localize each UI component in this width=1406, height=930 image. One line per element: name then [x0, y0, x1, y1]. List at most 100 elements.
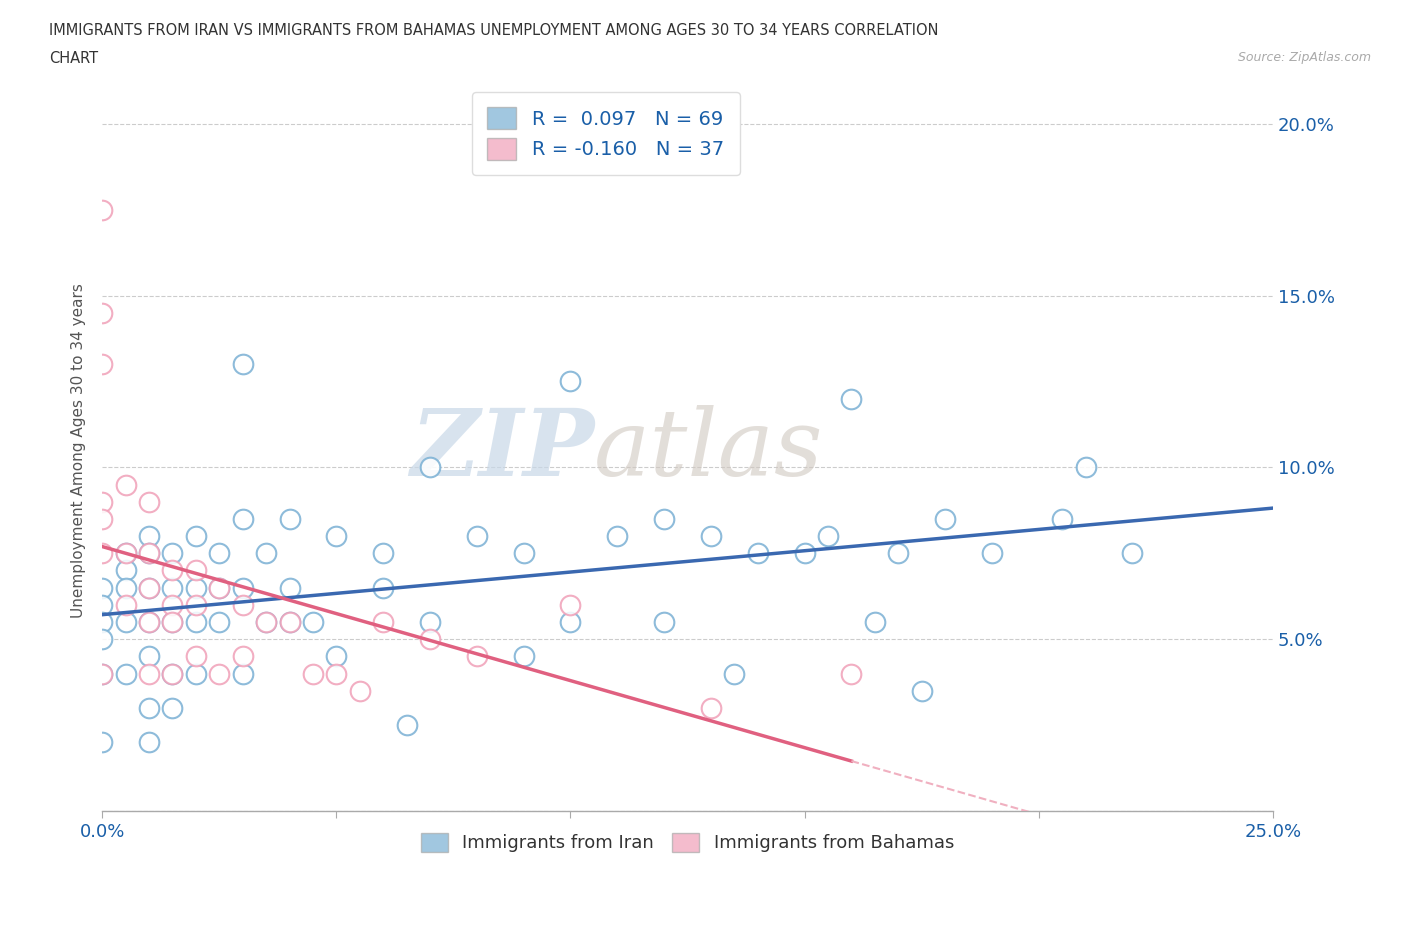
Legend: Immigrants from Iran, Immigrants from Bahamas: Immigrants from Iran, Immigrants from Ba… — [413, 826, 962, 859]
Point — [208, 546, 231, 561]
Point — [162, 666, 184, 681]
Point — [114, 666, 136, 681]
Point — [138, 700, 160, 715]
Point — [138, 528, 160, 543]
Point — [162, 597, 184, 612]
Point — [162, 666, 184, 681]
Point — [138, 580, 160, 595]
Point — [232, 666, 254, 681]
Point — [723, 666, 745, 681]
Point — [162, 615, 184, 630]
Point — [419, 460, 441, 475]
Point — [560, 374, 582, 389]
Point — [91, 666, 114, 681]
Point — [325, 666, 347, 681]
Point — [325, 649, 347, 664]
Point — [254, 546, 277, 561]
Point — [747, 546, 769, 561]
Text: CHART: CHART — [49, 51, 98, 66]
Point — [232, 649, 254, 664]
Point — [138, 615, 160, 630]
Point — [91, 202, 114, 217]
Point — [91, 305, 114, 320]
Point — [841, 392, 863, 406]
Point — [465, 649, 488, 664]
Point — [184, 666, 207, 681]
Point — [395, 718, 418, 733]
Point — [114, 615, 136, 630]
Point — [91, 666, 114, 681]
Point — [512, 546, 534, 561]
Y-axis label: Unemployment Among Ages 30 to 34 years: Unemployment Among Ages 30 to 34 years — [72, 283, 86, 618]
Point — [1121, 546, 1143, 561]
Point — [560, 615, 582, 630]
Point — [91, 494, 114, 509]
Point — [91, 580, 114, 595]
Point — [278, 512, 301, 526]
Point — [162, 700, 184, 715]
Point — [911, 684, 934, 698]
Point — [278, 615, 301, 630]
Point — [114, 597, 136, 612]
Point — [114, 546, 136, 561]
Point — [184, 580, 207, 595]
Point — [138, 649, 160, 664]
Point — [254, 615, 277, 630]
Point — [934, 512, 956, 526]
Point — [325, 528, 347, 543]
Point — [162, 546, 184, 561]
Point — [887, 546, 910, 561]
Point — [278, 580, 301, 595]
Point — [652, 615, 675, 630]
Point — [138, 666, 160, 681]
Point — [419, 615, 441, 630]
Point — [91, 735, 114, 750]
Point — [208, 615, 231, 630]
Point — [114, 477, 136, 492]
Point — [700, 700, 723, 715]
Text: ZIP: ZIP — [409, 405, 593, 495]
Point — [232, 580, 254, 595]
Point — [863, 615, 886, 630]
Point — [162, 615, 184, 630]
Point — [91, 357, 114, 372]
Point — [512, 649, 534, 664]
Point — [465, 528, 488, 543]
Point — [91, 631, 114, 646]
Point — [278, 615, 301, 630]
Point — [208, 666, 231, 681]
Point — [817, 528, 839, 543]
Point — [162, 580, 184, 595]
Point — [232, 597, 254, 612]
Point — [184, 597, 207, 612]
Point — [184, 528, 207, 543]
Point — [184, 615, 207, 630]
Point — [981, 546, 1004, 561]
Point — [91, 512, 114, 526]
Point — [560, 597, 582, 612]
Point — [1074, 460, 1097, 475]
Point — [138, 615, 160, 630]
Point — [302, 666, 325, 681]
Point — [606, 528, 628, 543]
Point — [91, 615, 114, 630]
Point — [254, 615, 277, 630]
Point — [349, 684, 371, 698]
Point — [184, 563, 207, 578]
Point — [373, 546, 395, 561]
Point — [793, 546, 815, 561]
Point — [138, 735, 160, 750]
Point — [841, 666, 863, 681]
Point — [302, 615, 325, 630]
Point — [114, 546, 136, 561]
Point — [91, 546, 114, 561]
Point — [208, 580, 231, 595]
Text: atlas: atlas — [593, 405, 824, 495]
Point — [114, 563, 136, 578]
Point — [232, 512, 254, 526]
Point — [184, 649, 207, 664]
Point — [138, 546, 160, 561]
Point — [138, 546, 160, 561]
Point — [652, 512, 675, 526]
Point — [138, 580, 160, 595]
